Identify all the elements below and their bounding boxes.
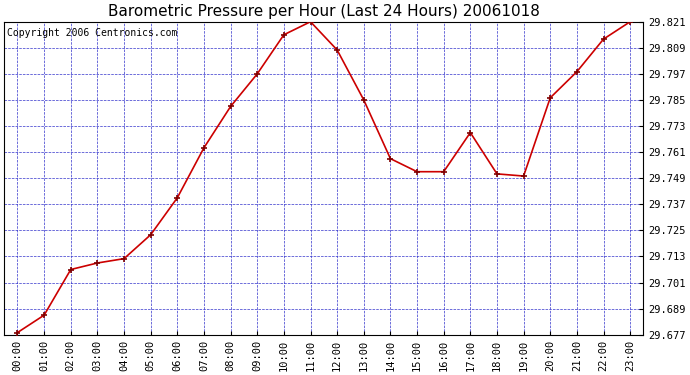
Title: Barometric Pressure per Hour (Last 24 Hours) 20061018: Barometric Pressure per Hour (Last 24 Ho… [108, 4, 540, 19]
Text: Copyright 2006 Centronics.com: Copyright 2006 Centronics.com [8, 28, 178, 38]
